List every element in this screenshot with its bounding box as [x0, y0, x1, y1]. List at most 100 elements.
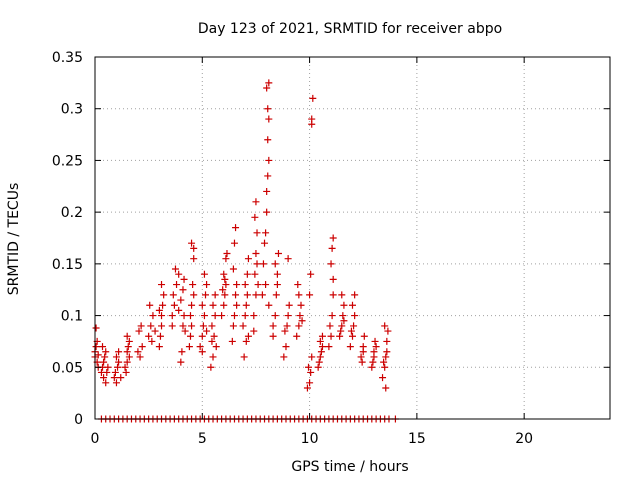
data-point — [306, 291, 314, 299]
data-point — [316, 353, 324, 361]
data-point — [158, 312, 166, 320]
data-point — [243, 291, 251, 299]
data-point — [251, 270, 259, 278]
data-point — [218, 312, 226, 320]
data-point — [261, 239, 269, 247]
data-point — [264, 105, 272, 113]
x-tick-label: 10 — [301, 431, 319, 447]
data-point — [92, 324, 100, 332]
x-tick-label: 5 — [198, 431, 207, 447]
data-point — [309, 94, 317, 102]
data-point — [173, 281, 181, 289]
data-point — [219, 286, 227, 294]
data-point — [265, 156, 273, 164]
data-point — [381, 363, 389, 371]
data-point — [230, 239, 238, 247]
data-point — [185, 343, 193, 351]
data-point — [222, 255, 230, 263]
data-point — [296, 312, 304, 320]
data-point — [264, 136, 272, 144]
data-point — [222, 281, 230, 289]
data-point — [156, 332, 164, 340]
data-point — [329, 291, 337, 299]
data-point — [337, 327, 345, 335]
grid-lines — [95, 57, 610, 419]
data-point — [293, 332, 301, 340]
x-tick-label: 20 — [515, 431, 533, 447]
data-point — [199, 322, 207, 330]
data-point — [228, 337, 236, 345]
data-point — [295, 322, 303, 330]
data-point — [360, 332, 368, 340]
data-point — [328, 244, 336, 252]
data-point — [102, 348, 110, 356]
data-point — [349, 301, 356, 309]
data-point — [135, 327, 143, 335]
data-point — [223, 250, 231, 258]
data-point — [177, 358, 185, 366]
data-point — [328, 312, 336, 320]
data-point — [123, 358, 131, 366]
data-point — [147, 322, 155, 330]
data-point — [211, 312, 219, 320]
data-point — [370, 348, 378, 356]
data-point — [104, 363, 112, 371]
data-point — [203, 327, 211, 335]
data-point — [329, 234, 337, 242]
data-point — [351, 291, 359, 299]
data-point — [198, 301, 206, 309]
data-point — [136, 353, 144, 361]
data-point — [318, 343, 326, 351]
data-point — [179, 286, 187, 294]
data-point — [282, 343, 290, 351]
data-point — [241, 281, 249, 289]
data-point — [244, 332, 252, 340]
x-axis-label: GPS time / hours — [291, 459, 408, 475]
data-point — [350, 322, 358, 330]
data-point — [339, 312, 347, 320]
data-points — [91, 79, 399, 423]
data-point — [137, 322, 145, 330]
y-tick-label: 0.2 — [61, 205, 83, 221]
data-point — [326, 322, 334, 330]
data-point — [368, 363, 376, 371]
data-point — [92, 343, 100, 351]
data-point — [327, 260, 335, 268]
data-point — [338, 322, 346, 330]
data-point — [190, 244, 198, 252]
data-point — [380, 358, 388, 366]
data-point — [274, 250, 282, 258]
data-point — [280, 353, 288, 361]
data-point — [190, 291, 198, 299]
data-point — [94, 351, 102, 359]
data-point — [200, 312, 208, 320]
data-point — [125, 337, 133, 345]
data-point — [134, 348, 142, 356]
data-point — [169, 291, 177, 299]
data-point — [307, 270, 315, 278]
data-point — [175, 270, 183, 278]
data-point — [232, 224, 240, 232]
data-point — [158, 281, 166, 289]
data-point — [382, 353, 390, 361]
data-point — [340, 317, 348, 325]
data-point — [252, 291, 260, 299]
data-point — [372, 343, 380, 351]
data-point — [210, 332, 218, 340]
data-point — [145, 332, 153, 340]
data-point — [180, 312, 188, 320]
data-point — [318, 332, 326, 340]
data-point — [252, 250, 260, 258]
data-point — [208, 322, 216, 330]
data-point — [230, 312, 238, 320]
data-point — [138, 343, 146, 351]
data-point — [259, 260, 267, 268]
data-point — [306, 379, 314, 387]
data-point — [262, 229, 270, 237]
data-point — [124, 343, 132, 351]
data-point — [186, 332, 194, 340]
data-point — [253, 229, 261, 237]
data-point — [198, 348, 206, 356]
data-point — [295, 291, 303, 299]
data-point — [220, 270, 228, 278]
